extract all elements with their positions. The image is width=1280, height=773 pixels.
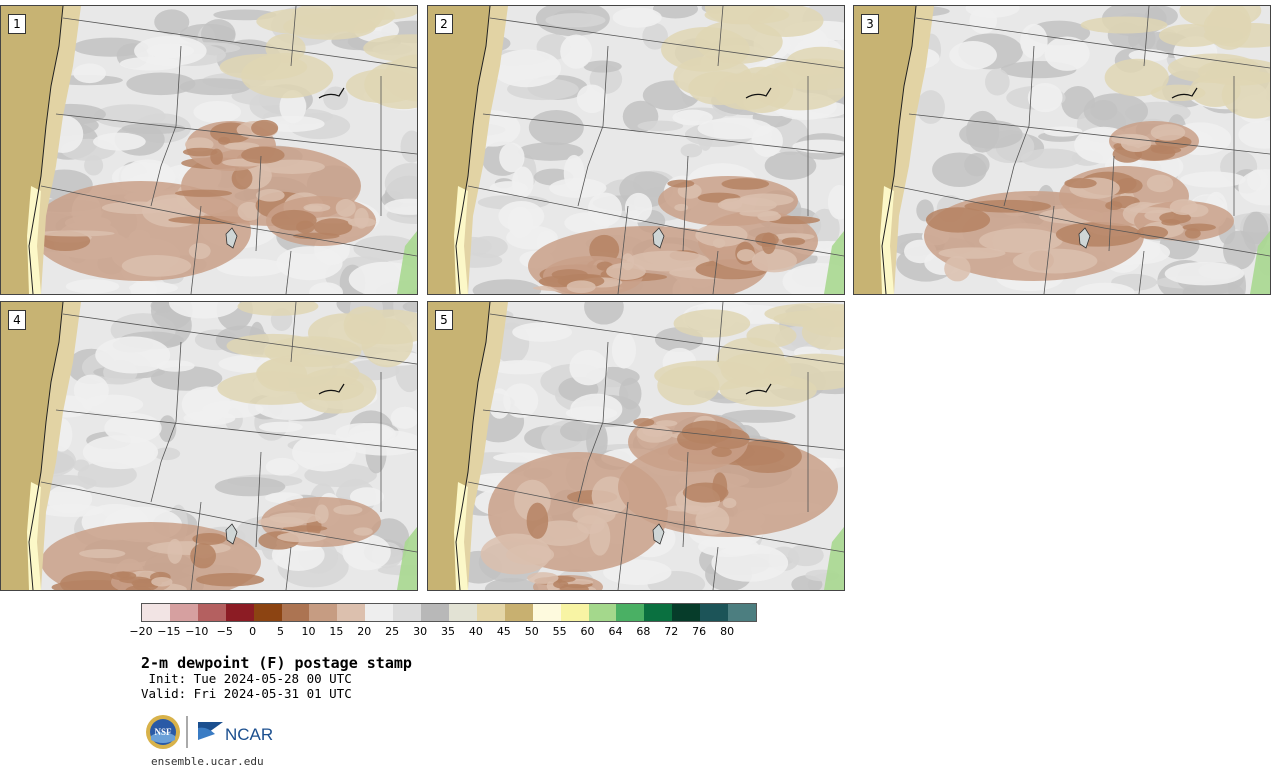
ncar-logo: NCAR (198, 722, 273, 744)
ncar-logo-text: NCAR (225, 725, 273, 744)
colorbar-swatch (616, 604, 645, 621)
colorbar-tick-label: 40 (468, 625, 483, 638)
panel-number: 3 (861, 14, 879, 34)
map-panel-1: 1 (0, 5, 418, 295)
colorbar-tick-label: −15 (157, 625, 181, 638)
colorbar-swatch (700, 604, 729, 621)
dewpoint-map (428, 302, 844, 590)
chart-title: 2-m dewpoint (F) postage stamp (141, 654, 412, 672)
valid-time: Valid: Fri 2024-05-31 01 UTC (141, 686, 352, 701)
colorbar-tick-label: 20 (357, 625, 372, 638)
colorbar-tick-label: 76 (692, 625, 707, 638)
colorbar-swatch (142, 604, 170, 621)
colorbar-swatch (393, 604, 422, 621)
colorbar-swatch (476, 604, 505, 621)
colorbar-tick-label: 0 (249, 625, 257, 638)
colorbar-swatch (504, 604, 533, 621)
colorbar-swatch (448, 604, 477, 621)
panel-number: 2 (435, 14, 453, 34)
colorbar-tick-label: 50 (524, 625, 539, 638)
colorbar-tick-label: 35 (441, 625, 455, 638)
panel-number: 4 (8, 310, 26, 330)
colorbar-tick-label: 45 (496, 625, 511, 638)
map-panel-2: 2 (427, 5, 845, 295)
colorbar-tick-label: 30 (413, 625, 428, 638)
init-time: Init: Tue 2024-05-28 00 UTC (141, 671, 352, 686)
panel-number: 5 (435, 310, 453, 330)
colorbar-tick-label: 72 (664, 625, 679, 638)
colorbar-tick-label: −20 (129, 625, 153, 638)
colorbar-tick-label: 25 (385, 625, 400, 638)
colorbar-tick-label: 10 (301, 625, 316, 638)
colorbar-swatch (588, 604, 617, 621)
colorbar-swatch (672, 604, 701, 621)
dewpoint-map (1, 6, 417, 294)
map-panel-3: 3 (853, 5, 1271, 295)
colorbar-ticks: −20 −15 −10 −5 0 5 10 15 20 25 30 35 40 45 50 55 60 64 68 7… (129, 625, 755, 639)
colorbar-swatch (365, 604, 394, 621)
colorbar-swatch (532, 604, 561, 621)
dewpoint-map (854, 6, 1270, 294)
colorbar-tick-label: 80 (720, 625, 735, 638)
dewpoint-map (428, 6, 844, 294)
colorbar-tick-label: 55 (552, 625, 567, 638)
colorbar-swatch (644, 604, 673, 621)
colorbar-swatch (169, 604, 198, 621)
colorbar-tick-label: −10 (185, 625, 209, 638)
nsf-logo-text: NSF (154, 727, 172, 737)
panel-number: 1 (8, 14, 26, 34)
map-panel-4: 4 (0, 301, 418, 591)
colorbar-swatch (253, 604, 282, 621)
colorbar-tick-label: −5 (216, 625, 233, 638)
colorbar-swatch (560, 604, 589, 621)
colorbar-tick-label: 68 (636, 625, 651, 638)
colorbar-swatch (225, 604, 254, 621)
colorbar-swatch (337, 604, 366, 621)
colorbar-swatch (728, 604, 756, 621)
colorbar-tick-label: 5 (277, 625, 285, 638)
colorbar-tick-label: 15 (329, 625, 344, 638)
logos: NSF NCAR (145, 714, 275, 750)
dewpoint-map (1, 302, 417, 590)
nsf-logo: NSF (146, 715, 180, 749)
colorbar (141, 603, 757, 622)
site-url: ensemble.ucar.edu (151, 755, 264, 768)
colorbar-tick-label: 60 (580, 625, 595, 638)
colorbar-swatch (281, 604, 310, 621)
colorbar-swatch (309, 604, 338, 621)
map-panel-5: 5 (427, 301, 845, 591)
colorbar-tick-label: 64 (608, 625, 623, 638)
colorbar-swatch (197, 604, 226, 621)
colorbar-swatch (421, 604, 449, 621)
